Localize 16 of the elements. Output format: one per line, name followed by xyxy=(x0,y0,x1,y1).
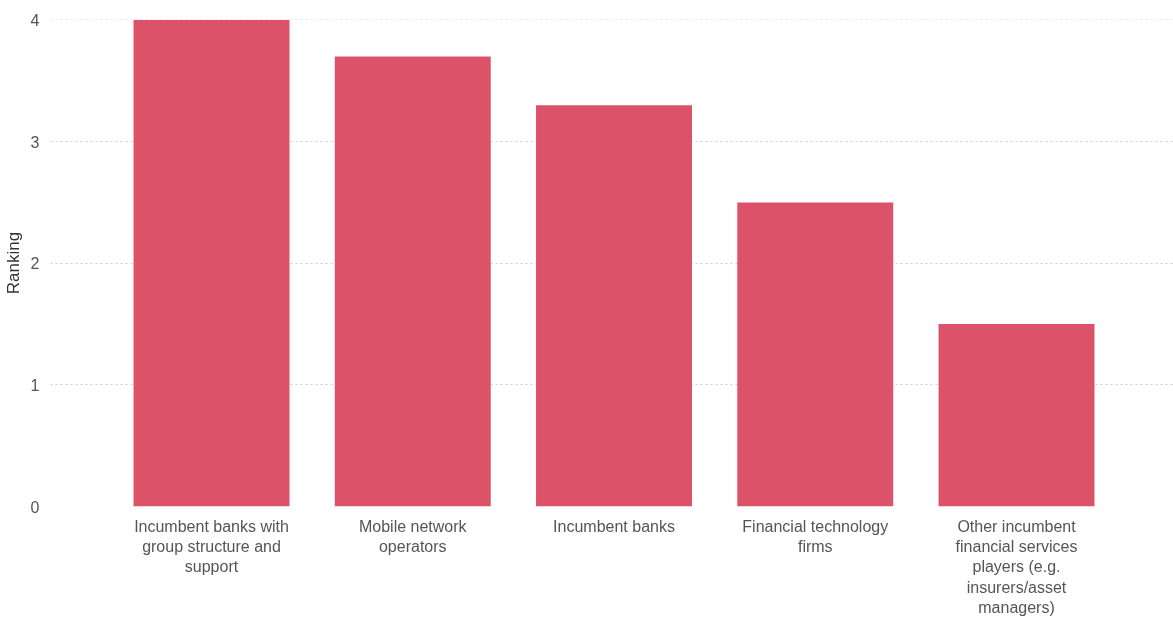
bar xyxy=(334,56,491,507)
x-tick-label: Financial technology firms xyxy=(742,517,889,555)
y-tick-label: 3 xyxy=(30,133,40,151)
x-tick-label: Other incumbent financial services players (e.g. insurers/asset managers) xyxy=(955,517,1078,617)
bar xyxy=(737,202,894,507)
bar xyxy=(938,324,1095,507)
bar xyxy=(133,19,290,507)
bar xyxy=(536,105,692,507)
x-tick-label: Mobile network operators xyxy=(358,517,468,555)
y-tick-label: 1 xyxy=(30,376,40,394)
y-axis-title: Ranking xyxy=(3,231,23,295)
y-tick-label: 4 xyxy=(30,11,40,29)
x-tick-label: Incumbent banks with group structure and support xyxy=(134,517,289,576)
x-tick-label: Incumbent banks xyxy=(553,517,675,535)
y-tick-label: 2 xyxy=(30,255,40,273)
y-tick-label: 0 xyxy=(30,498,40,516)
